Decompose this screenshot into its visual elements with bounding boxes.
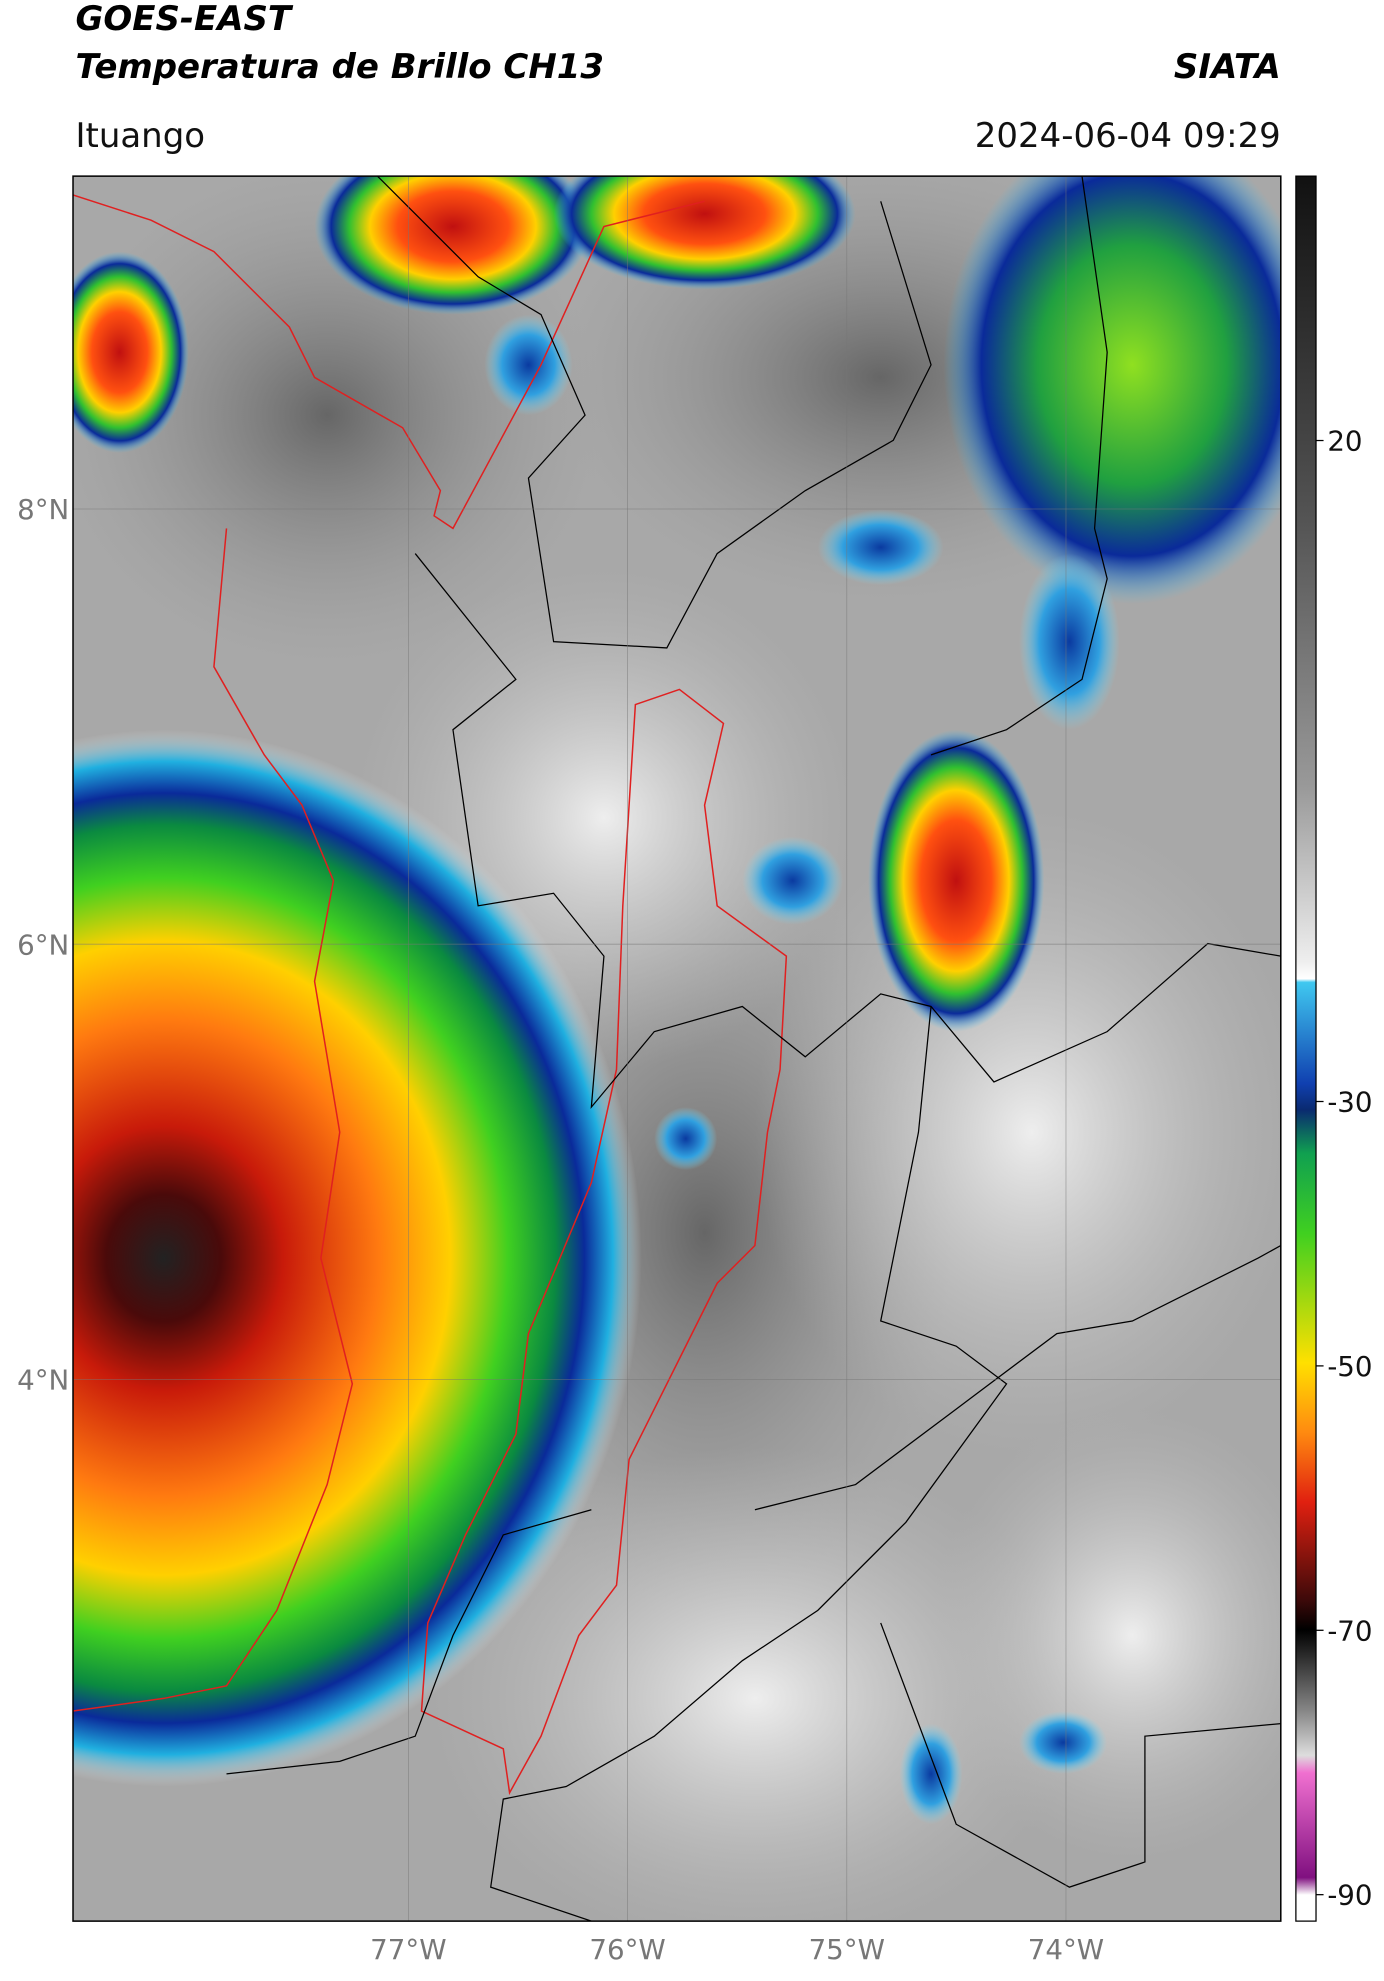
colorbar-tick-label: -30: [1327, 1086, 1372, 1119]
lon-tick-label: 77°W: [370, 1933, 446, 1966]
lat-tick-label: 6°N: [17, 928, 69, 961]
lon-tick-label: 74°W: [1028, 1933, 1104, 1966]
lat-tick-label: 8°N: [17, 493, 69, 526]
map-frame: [72, 175, 1282, 1922]
graticule: [73, 176, 1281, 1922]
source: SIATA: [1174, 47, 1281, 87]
datetime: 2024-06-04 09:29: [975, 116, 1281, 156]
lon-tick-label: 75°W: [809, 1933, 885, 1966]
lon-tick-label: 76°W: [589, 1933, 665, 1966]
satellite-image: [73, 176, 1281, 1922]
subtitle: Temperatura de Brillo CH13: [76, 47, 604, 87]
region: Ituango: [76, 116, 206, 156]
title: GOES-EAST: [76, 0, 294, 39]
colorbar: [1295, 175, 1317, 1922]
colorbar-tick-label: 20: [1327, 425, 1362, 458]
lat-tick-label: 4°N: [17, 1363, 69, 1396]
colorbar-tick-label: -50: [1327, 1350, 1372, 1383]
colorbar-tick-label: -70: [1327, 1614, 1372, 1647]
colorbar-tick-label: -90: [1327, 1879, 1372, 1912]
